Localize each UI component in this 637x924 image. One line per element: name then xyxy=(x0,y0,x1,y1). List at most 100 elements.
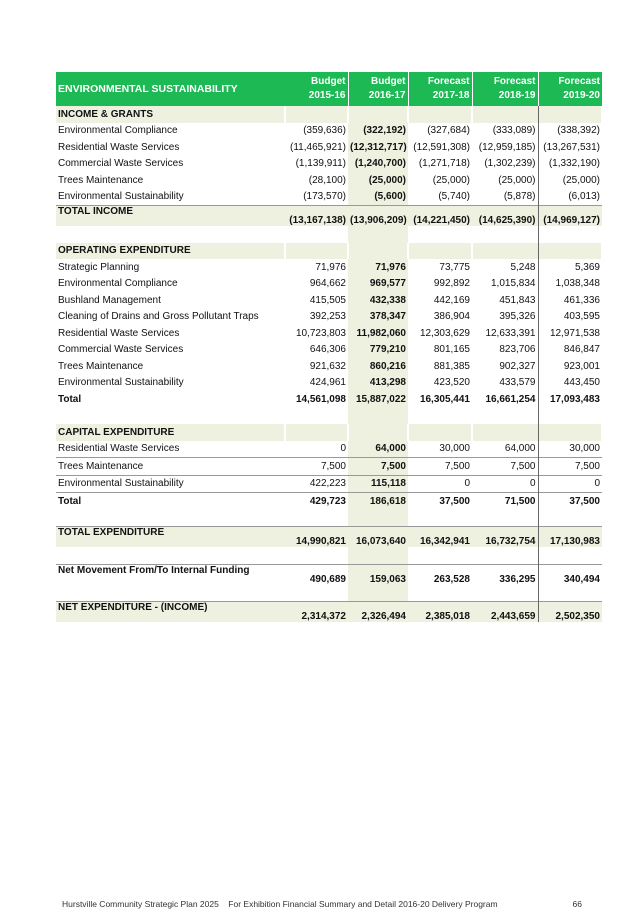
column-header: Forecast 2017-18 xyxy=(408,72,473,106)
value-cell: 424,961 xyxy=(309,377,346,389)
value-cell: 263,528 xyxy=(408,563,472,585)
value-cell: (1,302,239) xyxy=(472,155,539,172)
empty-cell xyxy=(285,547,348,564)
empty-cell xyxy=(472,547,539,564)
value-cell: 423,520 xyxy=(433,377,470,389)
value-cell: 12,303,629 xyxy=(419,327,470,339)
value-cell: (327,684) xyxy=(427,125,470,137)
table-title: ENVIRONMENTAL SUSTAINABILITY xyxy=(56,72,285,106)
empty-cell xyxy=(538,510,602,527)
value-cell: 2,326,494 xyxy=(348,601,408,622)
empty-cell xyxy=(408,547,472,564)
value-cell: (14,625,390) xyxy=(472,205,539,226)
empty-cell xyxy=(56,226,285,243)
value-cell: 646,306 xyxy=(309,344,346,356)
value-cell: (6,013) xyxy=(568,191,600,203)
table-row: Environmental Compliance 964,662 969,577 99… xyxy=(56,275,602,292)
value-cell: 413,298 xyxy=(348,374,408,391)
table-row: Environmental Sustainability 422,223 115,1… xyxy=(56,474,602,493)
value-cell: 64,000 xyxy=(348,440,408,458)
row-label: Strategic Planning xyxy=(58,261,140,273)
value-cell: 846,847 xyxy=(563,344,600,356)
value-cell: (12,959,185) xyxy=(472,139,539,156)
value-cell: 451,843 xyxy=(472,292,539,309)
section-header-row: INCOME & GRANTS xyxy=(56,106,603,123)
value-cell: 17,093,483 xyxy=(549,393,600,405)
empty-cell xyxy=(348,226,408,243)
value-cell: 415,505 xyxy=(309,294,346,306)
value-cell: (14,969,127) xyxy=(538,205,602,226)
footer-text: Hurstville Community Strategic Plan 2025… xyxy=(62,899,498,909)
value-cell: 7,500 xyxy=(285,457,348,475)
value-cell: 64,000 xyxy=(472,440,539,458)
row-label: Total xyxy=(56,492,285,510)
row-label: Bushland Management xyxy=(58,294,161,306)
value-cell: (1,240,700) xyxy=(348,155,408,172)
empty-cell xyxy=(538,226,602,243)
value-cell: 490,689 xyxy=(285,563,348,585)
value-cell: (5,878) xyxy=(472,188,539,206)
row-label: OPERATING EXPENDITURE xyxy=(56,242,286,259)
section-header-row: CAPITAL EXPENDITURE xyxy=(56,424,603,441)
value-cell: 17,130,983 xyxy=(538,526,602,547)
value-cell: 433,579 xyxy=(472,374,539,391)
empty-cell xyxy=(472,424,539,441)
value-cell: 336,295 xyxy=(472,563,539,585)
table-row: Cleaning of Drains and Gross Pollutant T… xyxy=(56,308,602,325)
empty-cell xyxy=(348,547,408,564)
empty-cell xyxy=(538,585,602,602)
empty-cell xyxy=(408,424,473,441)
value-cell: 2,385,018 xyxy=(408,601,472,622)
total-row: Total 429,723 186,618 37,500 71,500 37,500 xyxy=(56,492,602,510)
value-cell: 964,662 xyxy=(309,278,346,290)
empty-cell xyxy=(56,585,285,602)
empty-cell xyxy=(472,106,539,123)
total-row: Net Movement From/To Internal Funding 490… xyxy=(56,563,602,585)
empty-cell xyxy=(285,424,349,441)
value-cell: (13,906,209) xyxy=(348,205,408,226)
value-cell: 378,347 xyxy=(348,308,408,325)
table-row: Strategic Planning 71,976 71,976 73,775 5,24… xyxy=(56,259,602,276)
row-label: Trees Maintenance xyxy=(58,174,144,186)
column-header: Budget 2015-16 xyxy=(285,72,349,106)
value-cell: 442,169 xyxy=(433,294,470,306)
table-header: ENVIRONMENTAL SUSTAINABILITY Budget 2015-… xyxy=(56,72,602,106)
empty-cell xyxy=(538,408,602,425)
total-row: TOTAL INCOME (13,167,138) (13,906,209) (14,… xyxy=(56,205,602,226)
value-cell: 392,253 xyxy=(309,311,346,323)
value-cell: 71,976 xyxy=(348,259,408,276)
row-label: Residential Waste Services xyxy=(58,141,180,153)
value-cell: 12,633,391 xyxy=(472,325,539,342)
value-cell: 0 xyxy=(408,474,472,493)
value-cell: 71,500 xyxy=(472,492,539,510)
value-cell: 14,990,821 xyxy=(285,526,348,547)
value-cell: (12,591,308) xyxy=(413,141,470,153)
value-cell: 395,326 xyxy=(472,308,539,325)
value-cell: 7,500 xyxy=(538,457,602,475)
empty-cell xyxy=(408,510,472,527)
value-cell: (322,192) xyxy=(348,122,408,139)
spacer-row xyxy=(56,547,602,564)
table-row: Trees Maintenance 7,500 7,500 7,500 7,500 7,5… xyxy=(56,457,602,475)
empty-cell xyxy=(56,510,285,527)
row-label: Residential Waste Services xyxy=(58,327,180,339)
value-cell: 2,314,372 xyxy=(285,601,348,622)
empty-cell xyxy=(348,106,409,123)
value-cell: 801,165 xyxy=(433,344,470,356)
value-cell: 11,982,060 xyxy=(348,325,408,342)
row-label: NET EXPENDITURE - (INCOME) xyxy=(56,601,285,622)
value-cell: 432,338 xyxy=(348,292,408,309)
value-cell: 461,336 xyxy=(563,294,600,306)
value-cell: 14,561,098 xyxy=(295,393,346,405)
value-cell: 12,971,538 xyxy=(549,327,600,339)
value-cell: (25,000) xyxy=(432,174,470,186)
empty-cell xyxy=(472,242,539,259)
value-cell: 340,494 xyxy=(538,563,602,585)
value-cell: 969,577 xyxy=(348,275,408,292)
empty-cell xyxy=(285,408,348,425)
row-label: Trees Maintenance xyxy=(56,457,285,475)
row-label: Net Movement From/To Internal Funding xyxy=(56,563,285,585)
row-label: Total xyxy=(58,393,82,405)
column-header: Forecast 2018-19 xyxy=(472,72,539,106)
row-label: Commercial Waste Services xyxy=(58,158,184,170)
